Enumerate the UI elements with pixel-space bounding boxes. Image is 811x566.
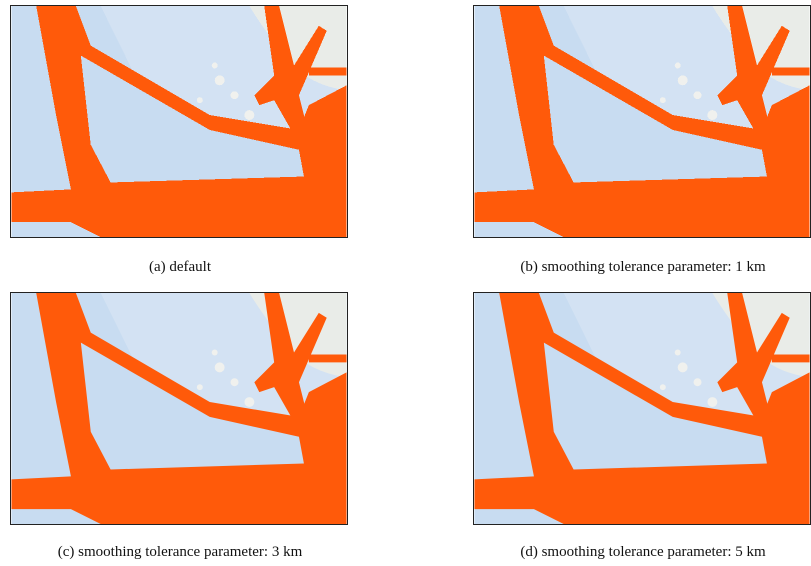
caption: (c) smoothing tolerance parameter: 3 km: [58, 544, 303, 561]
caption: (d) smoothing tolerance parameter: 5 km: [520, 544, 765, 561]
map-panel: [473, 5, 811, 238]
figure: {"captions": ["(a) default", "(b) smooth…: [0, 0, 811, 566]
caption: (b) smoothing tolerance parameter: 1 km: [520, 259, 765, 276]
map-panel: [10, 5, 348, 238]
map-panel: [10, 292, 348, 525]
caption: (a) default: [149, 259, 211, 276]
map-panel: [473, 292, 811, 525]
